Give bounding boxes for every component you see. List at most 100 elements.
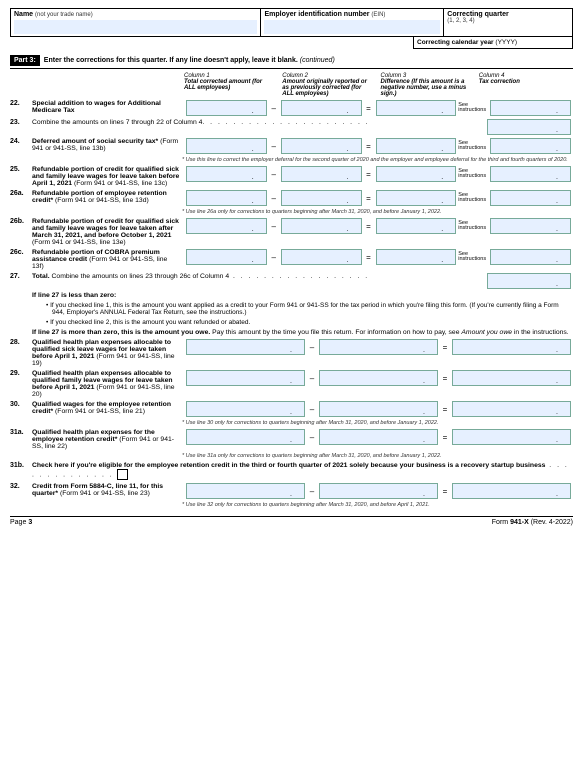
equals-op: = (440, 374, 450, 383)
part-tag: Part 3: (10, 55, 40, 66)
line-30-note: * Use line 30 only for corrections to qu… (182, 420, 573, 426)
input-c4[interactable] (490, 249, 571, 265)
input-c4[interactable] (490, 166, 571, 182)
line-32-note: * Use line 32 only for corrections to qu… (182, 502, 573, 508)
see-instructions: See instructions (458, 221, 488, 232)
name-field[interactable] (14, 20, 257, 34)
input-c3[interactable] (376, 190, 457, 206)
minus-op: – (269, 194, 279, 203)
input-c2[interactable] (281, 218, 362, 234)
minus-op: – (307, 343, 317, 352)
input-c3[interactable] (452, 339, 571, 355)
line-num: 26c. (10, 249, 32, 256)
line-num: 32. (10, 483, 32, 490)
input-c3[interactable] (452, 429, 571, 445)
input-c1[interactable] (186, 249, 267, 265)
line-num: 28. (10, 339, 32, 346)
see-instructions: See instructions (458, 252, 488, 263)
minus-op: – (269, 253, 279, 262)
col2-sub: Amount originally reported or as previou… (282, 79, 372, 97)
input-c1[interactable] (186, 166, 267, 182)
input-c1[interactable] (186, 190, 267, 206)
line-num: 30. (10, 401, 32, 408)
equals-op: = (440, 487, 450, 496)
col3-sub: Difference (If this amount is a negative… (381, 79, 471, 97)
line-26b: 26b. Refundable portion of credit for qu… (10, 218, 573, 246)
line-27-sub-d3: Amount you owe (461, 329, 512, 336)
input-c2[interactable] (281, 190, 362, 206)
line-num: 22. (10, 100, 32, 107)
line-25: 25. Refundable portion of credit for qua… (10, 166, 573, 187)
input-c1[interactable] (186, 370, 305, 386)
form-rev: (Rev. 4-2022) (531, 519, 573, 526)
minus-op: – (307, 374, 317, 383)
ein-sub: (EIN) (371, 12, 385, 18)
line-label: Total. (32, 273, 50, 280)
equals-op: = (364, 253, 374, 262)
line-26a: 26a. Refundable portion of employee rete… (10, 190, 573, 206)
minus-op: – (269, 104, 279, 113)
line-sub: (Form 941 or 941-SS, line 23) (60, 490, 150, 497)
input-c2[interactable] (319, 483, 438, 499)
input-c3[interactable] (376, 100, 457, 116)
cq-label: Correcting quarter (447, 11, 508, 18)
equals-op: = (364, 222, 374, 231)
line-24: 24. Deferred amount of social security t… (10, 138, 573, 154)
line-26a-note: * Use line 26a only for corrections to q… (182, 209, 573, 215)
line-sub: (Form 941 or 941-SS, line 13e) (32, 239, 126, 246)
col1-sub: Total corrected amount (for ALL employee… (184, 79, 274, 91)
line-30: 30. Qualified wages for the employee ret… (10, 401, 573, 417)
form-label: Form (492, 519, 508, 526)
input-c2[interactable] (281, 138, 362, 154)
input-c3[interactable] (376, 249, 457, 265)
input-c1[interactable] (186, 100, 267, 116)
line-28: 28. Qualified health plan expenses alloc… (10, 339, 573, 367)
input-c1[interactable] (186, 429, 305, 445)
input-c2[interactable] (281, 166, 362, 182)
input-c3[interactable] (376, 138, 457, 154)
page-label: Page (10, 519, 26, 526)
line-label: Special addition to wages for Additional… (32, 100, 161, 114)
line-27-sub-d4: in the instructions. (512, 329, 569, 336)
line-27-sub-a: If line 27 is less than zero: (32, 292, 116, 299)
input-c3[interactable] (452, 370, 571, 386)
line-num: 23. (10, 119, 32, 126)
line-num: 31b. (10, 462, 32, 469)
form-number: 941-X (510, 519, 529, 526)
input-c3[interactable] (376, 166, 457, 182)
page-number: 3 (28, 519, 32, 526)
input-c1[interactable] (186, 401, 305, 417)
input-c4[interactable] (490, 138, 571, 154)
minus-op: – (269, 170, 279, 179)
input-c4[interactable] (487, 119, 571, 135)
input-c1[interactable] (186, 483, 305, 499)
input-c3[interactable] (376, 218, 457, 234)
input-c2[interactable] (281, 100, 362, 116)
line-23: 23. Combine the amounts on lines 7 throu… (10, 119, 573, 135)
equals-op: = (364, 142, 374, 151)
ein-label: Employer identification number (264, 11, 369, 18)
line-label: Check here if you're eligible for the em… (32, 462, 545, 469)
input-c1[interactable] (186, 138, 267, 154)
line-num: 25. (10, 166, 32, 173)
input-c2[interactable] (281, 249, 362, 265)
input-c2[interactable] (319, 339, 438, 355)
input-c2[interactable] (319, 370, 438, 386)
input-c3[interactable] (452, 483, 571, 499)
input-c4[interactable] (490, 218, 571, 234)
line-31a-note: * Use line 31a only for corrections to q… (182, 453, 573, 459)
input-c2[interactable] (319, 429, 438, 445)
ein-field[interactable] (264, 20, 440, 34)
input-c1[interactable] (186, 218, 267, 234)
line-sub: (Form 941 or 941-SS, line 21) (55, 408, 145, 415)
checkbox-31b[interactable] (117, 469, 128, 480)
input-c4[interactable] (490, 190, 571, 206)
input-c4[interactable] (490, 100, 571, 116)
minus-op: – (307, 487, 317, 496)
equals-op: = (364, 194, 374, 203)
input-c1[interactable] (186, 339, 305, 355)
line-31a: 31a. Qualified health plan expenses for … (10, 429, 573, 450)
input-c4[interactable] (487, 273, 571, 289)
input-c2[interactable] (319, 401, 438, 417)
input-c3[interactable] (452, 401, 571, 417)
